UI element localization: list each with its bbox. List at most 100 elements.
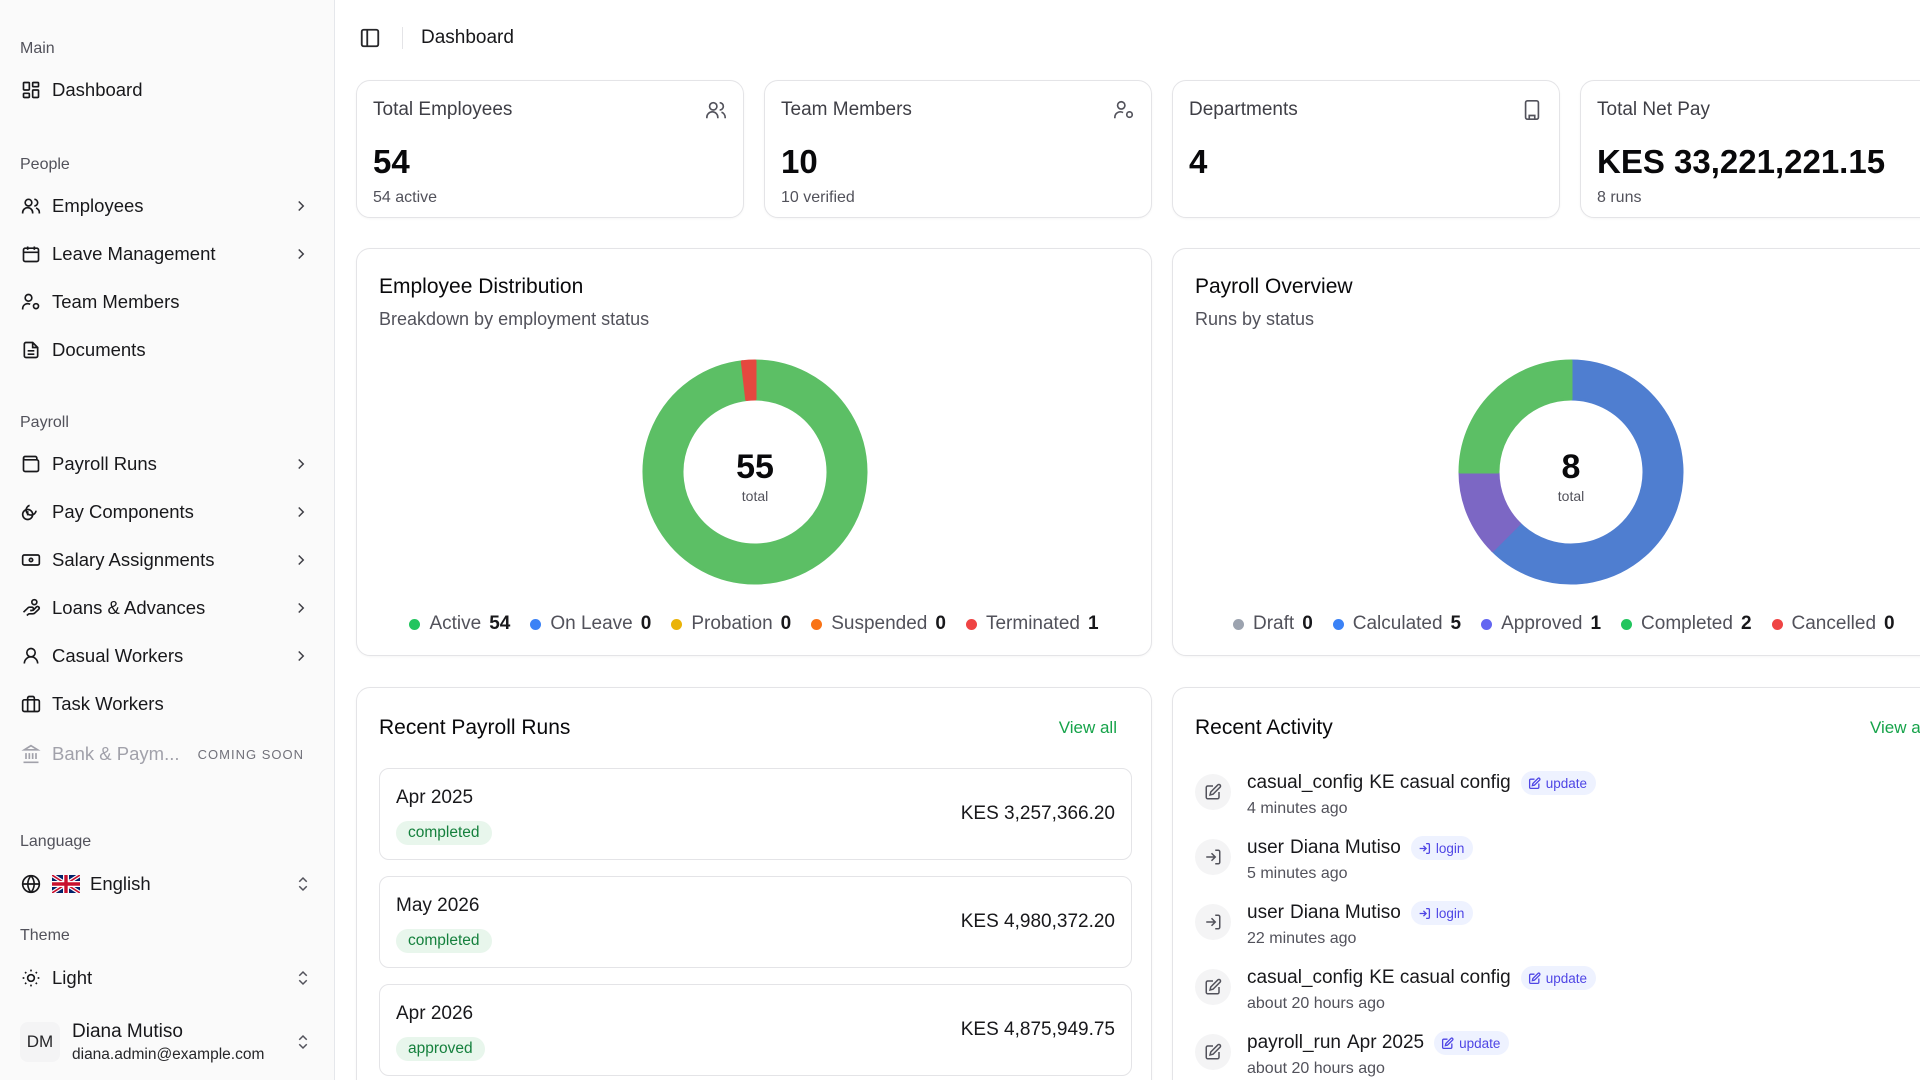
legend-value: 0 xyxy=(1302,613,1313,634)
edit-icon xyxy=(1195,1034,1231,1070)
stat-value: KES 33,221,221.15 xyxy=(1597,143,1886,180)
sidebar-item-label: Payroll Runs xyxy=(52,453,157,474)
donut-slice-terminated[interactable] xyxy=(740,359,757,401)
log-in-icon xyxy=(1195,839,1231,875)
payroll-overview-card: Payroll Overview Runs by status 8 total … xyxy=(1172,248,1920,656)
chevron-right-icon xyxy=(292,551,310,569)
activity-entity-type: user xyxy=(1247,902,1284,923)
sidebar-item-pay-components[interactable]: Pay Components xyxy=(16,492,316,532)
legend-value: 1 xyxy=(1087,613,1099,634)
action-badge: login xyxy=(1410,836,1474,860)
legend-label: Cancelled xyxy=(1791,613,1877,634)
action-label: update xyxy=(1545,775,1588,791)
activity-entity-type: casual_config xyxy=(1247,772,1364,793)
section-title: Recent Payroll Runs xyxy=(379,716,571,739)
edit-icon xyxy=(1528,971,1541,984)
edit-icon xyxy=(1195,969,1231,1005)
legend-value: 0 xyxy=(780,613,792,634)
legend-label: Draft xyxy=(1253,613,1295,634)
chart-legend: Draft 0 Calculated 5 Approved 1 Completed 2 … xyxy=(1233,613,1920,635)
legend-dot xyxy=(965,618,977,630)
legend-dot xyxy=(530,618,542,630)
action-label: update xyxy=(1545,970,1588,986)
hand-coins-icon xyxy=(20,597,42,619)
log-in-icon xyxy=(1419,842,1430,854)
activity-item: payroll_run Apr 2025 update about 20 hou… xyxy=(1195,1028,1895,1080)
legend-item: Completed 2 xyxy=(1621,613,1752,635)
sidebar-item-task-workers[interactable]: Task Workers xyxy=(16,684,316,724)
users-icon xyxy=(20,195,42,217)
run-amount: KES 3,257,366.20 xyxy=(960,803,1115,824)
section-title: Recent Activity xyxy=(1195,716,1333,739)
sidebar-item-payroll-runs[interactable]: Payroll Runs xyxy=(16,444,316,484)
language-selector[interactable]: English xyxy=(16,864,316,904)
chart-title: Payroll Overview xyxy=(1195,275,1353,298)
wallet-icon xyxy=(20,453,42,475)
sidebar-item-label: Team Members xyxy=(52,291,180,312)
payroll-run-item[interactable]: Apr 2025 completed KES 3,257,366.20 xyxy=(379,768,1132,860)
legend-item: Suspended 0 xyxy=(811,613,946,635)
sidebar-item-dashboard[interactable]: Dashboard xyxy=(16,70,316,110)
action-label: login xyxy=(1435,905,1465,921)
sidebar-item-label: Bank & Paym... xyxy=(52,743,180,764)
sidebar-item-casual-workers[interactable]: Casual Workers xyxy=(16,636,316,676)
user-email: diana.admin@example.com xyxy=(72,1045,265,1063)
section-label-language: Language xyxy=(20,833,92,850)
chevron-right-icon xyxy=(292,503,310,521)
legend-value: 1 xyxy=(1590,613,1602,634)
sidebar-toggle-button[interactable] xyxy=(356,24,384,52)
sidebar-item-label: Leave Management xyxy=(52,243,216,264)
sidebar-item-team-members[interactable]: Team Members xyxy=(16,282,316,322)
run-amount: KES 4,980,372.20 xyxy=(960,911,1115,932)
donut-slice-active[interactable] xyxy=(642,359,868,585)
calendar-icon xyxy=(20,243,42,265)
donut-center-value: 8 xyxy=(1562,448,1581,486)
globe-icon xyxy=(20,873,42,895)
sidebar-item-label: Salary Assignments xyxy=(52,549,215,570)
stat-card-team-members: Team Members 10 10 verified xyxy=(764,80,1152,218)
sidebar-item-label: Casual Workers xyxy=(52,645,184,666)
status-badge: completed xyxy=(396,821,492,845)
divider xyxy=(402,27,403,49)
donut-slice-calculated[interactable] xyxy=(1491,359,1684,585)
sidebar-item-employees[interactable]: Employees xyxy=(16,186,316,226)
activity-entity-name: KE casual config xyxy=(1369,772,1511,793)
activity-time: 22 minutes ago xyxy=(1247,930,1357,947)
users-icon xyxy=(705,99,727,121)
donut-center-value: 55 xyxy=(736,448,774,486)
user-menu[interactable]: DM Diana Mutiso diana.admin@example.com xyxy=(16,1012,316,1072)
employee-distribution-donut: 55 total xyxy=(642,359,868,585)
stat-card-total-employees: Total Employees 54 54 active xyxy=(356,80,744,218)
stat-subtext: 8 runs xyxy=(1597,189,1642,206)
theme-label: Light xyxy=(52,967,93,988)
sidebar-item-salary-assignments[interactable]: Salary Assignments xyxy=(16,540,316,580)
legend-item: Active 54 xyxy=(409,613,510,635)
legend-value: 0 xyxy=(935,613,946,634)
recent-activity-card: Recent Activity View a casual_config KE … xyxy=(1172,687,1920,1080)
legend-label: Suspended xyxy=(831,613,928,634)
log-in-icon xyxy=(1419,907,1430,919)
activity-entity-name: Apr 2025 xyxy=(1347,1032,1425,1053)
view-all-link[interactable]: View a xyxy=(1870,718,1920,737)
sidebar-item-label: Pay Components xyxy=(52,501,194,522)
landmark-icon xyxy=(20,743,42,765)
employee-distribution-card: Employee Distribution Breakdown by emplo… xyxy=(356,248,1152,656)
view-all-link[interactable]: View all xyxy=(1058,718,1117,737)
theme-selector[interactable]: Light xyxy=(16,958,316,998)
log-in-icon xyxy=(1195,904,1231,940)
stat-value: 4 xyxy=(1189,143,1208,180)
run-amount: KES 4,875,949.75 xyxy=(960,1019,1115,1040)
payroll-run-item[interactable]: Apr 2026 approved KES 4,875,949.75 xyxy=(379,984,1132,1076)
sidebar-item-label: Dashboard xyxy=(52,79,143,100)
chart-legend: Active 54 On Leave 0 Probation 0 Suspended 0… xyxy=(357,613,1151,635)
sidebar-item-loans-advances[interactable]: Loans & Advances xyxy=(16,588,316,628)
donut-slice-completed[interactable] xyxy=(1458,359,1573,474)
sidebar-item-leave-management[interactable]: Leave Management xyxy=(16,234,316,274)
action-badge: update xyxy=(1520,966,1597,990)
sidebar-item-documents[interactable]: Documents xyxy=(16,330,316,370)
payroll-run-item[interactable]: May 2026 completed KES 4,980,372.20 xyxy=(379,876,1132,968)
legend-value: 0 xyxy=(1884,613,1895,634)
activity-entity-type: payroll_run xyxy=(1247,1032,1341,1053)
stat-subtext: 54 active xyxy=(373,189,438,206)
chevrons-up-down-icon xyxy=(294,1033,312,1051)
